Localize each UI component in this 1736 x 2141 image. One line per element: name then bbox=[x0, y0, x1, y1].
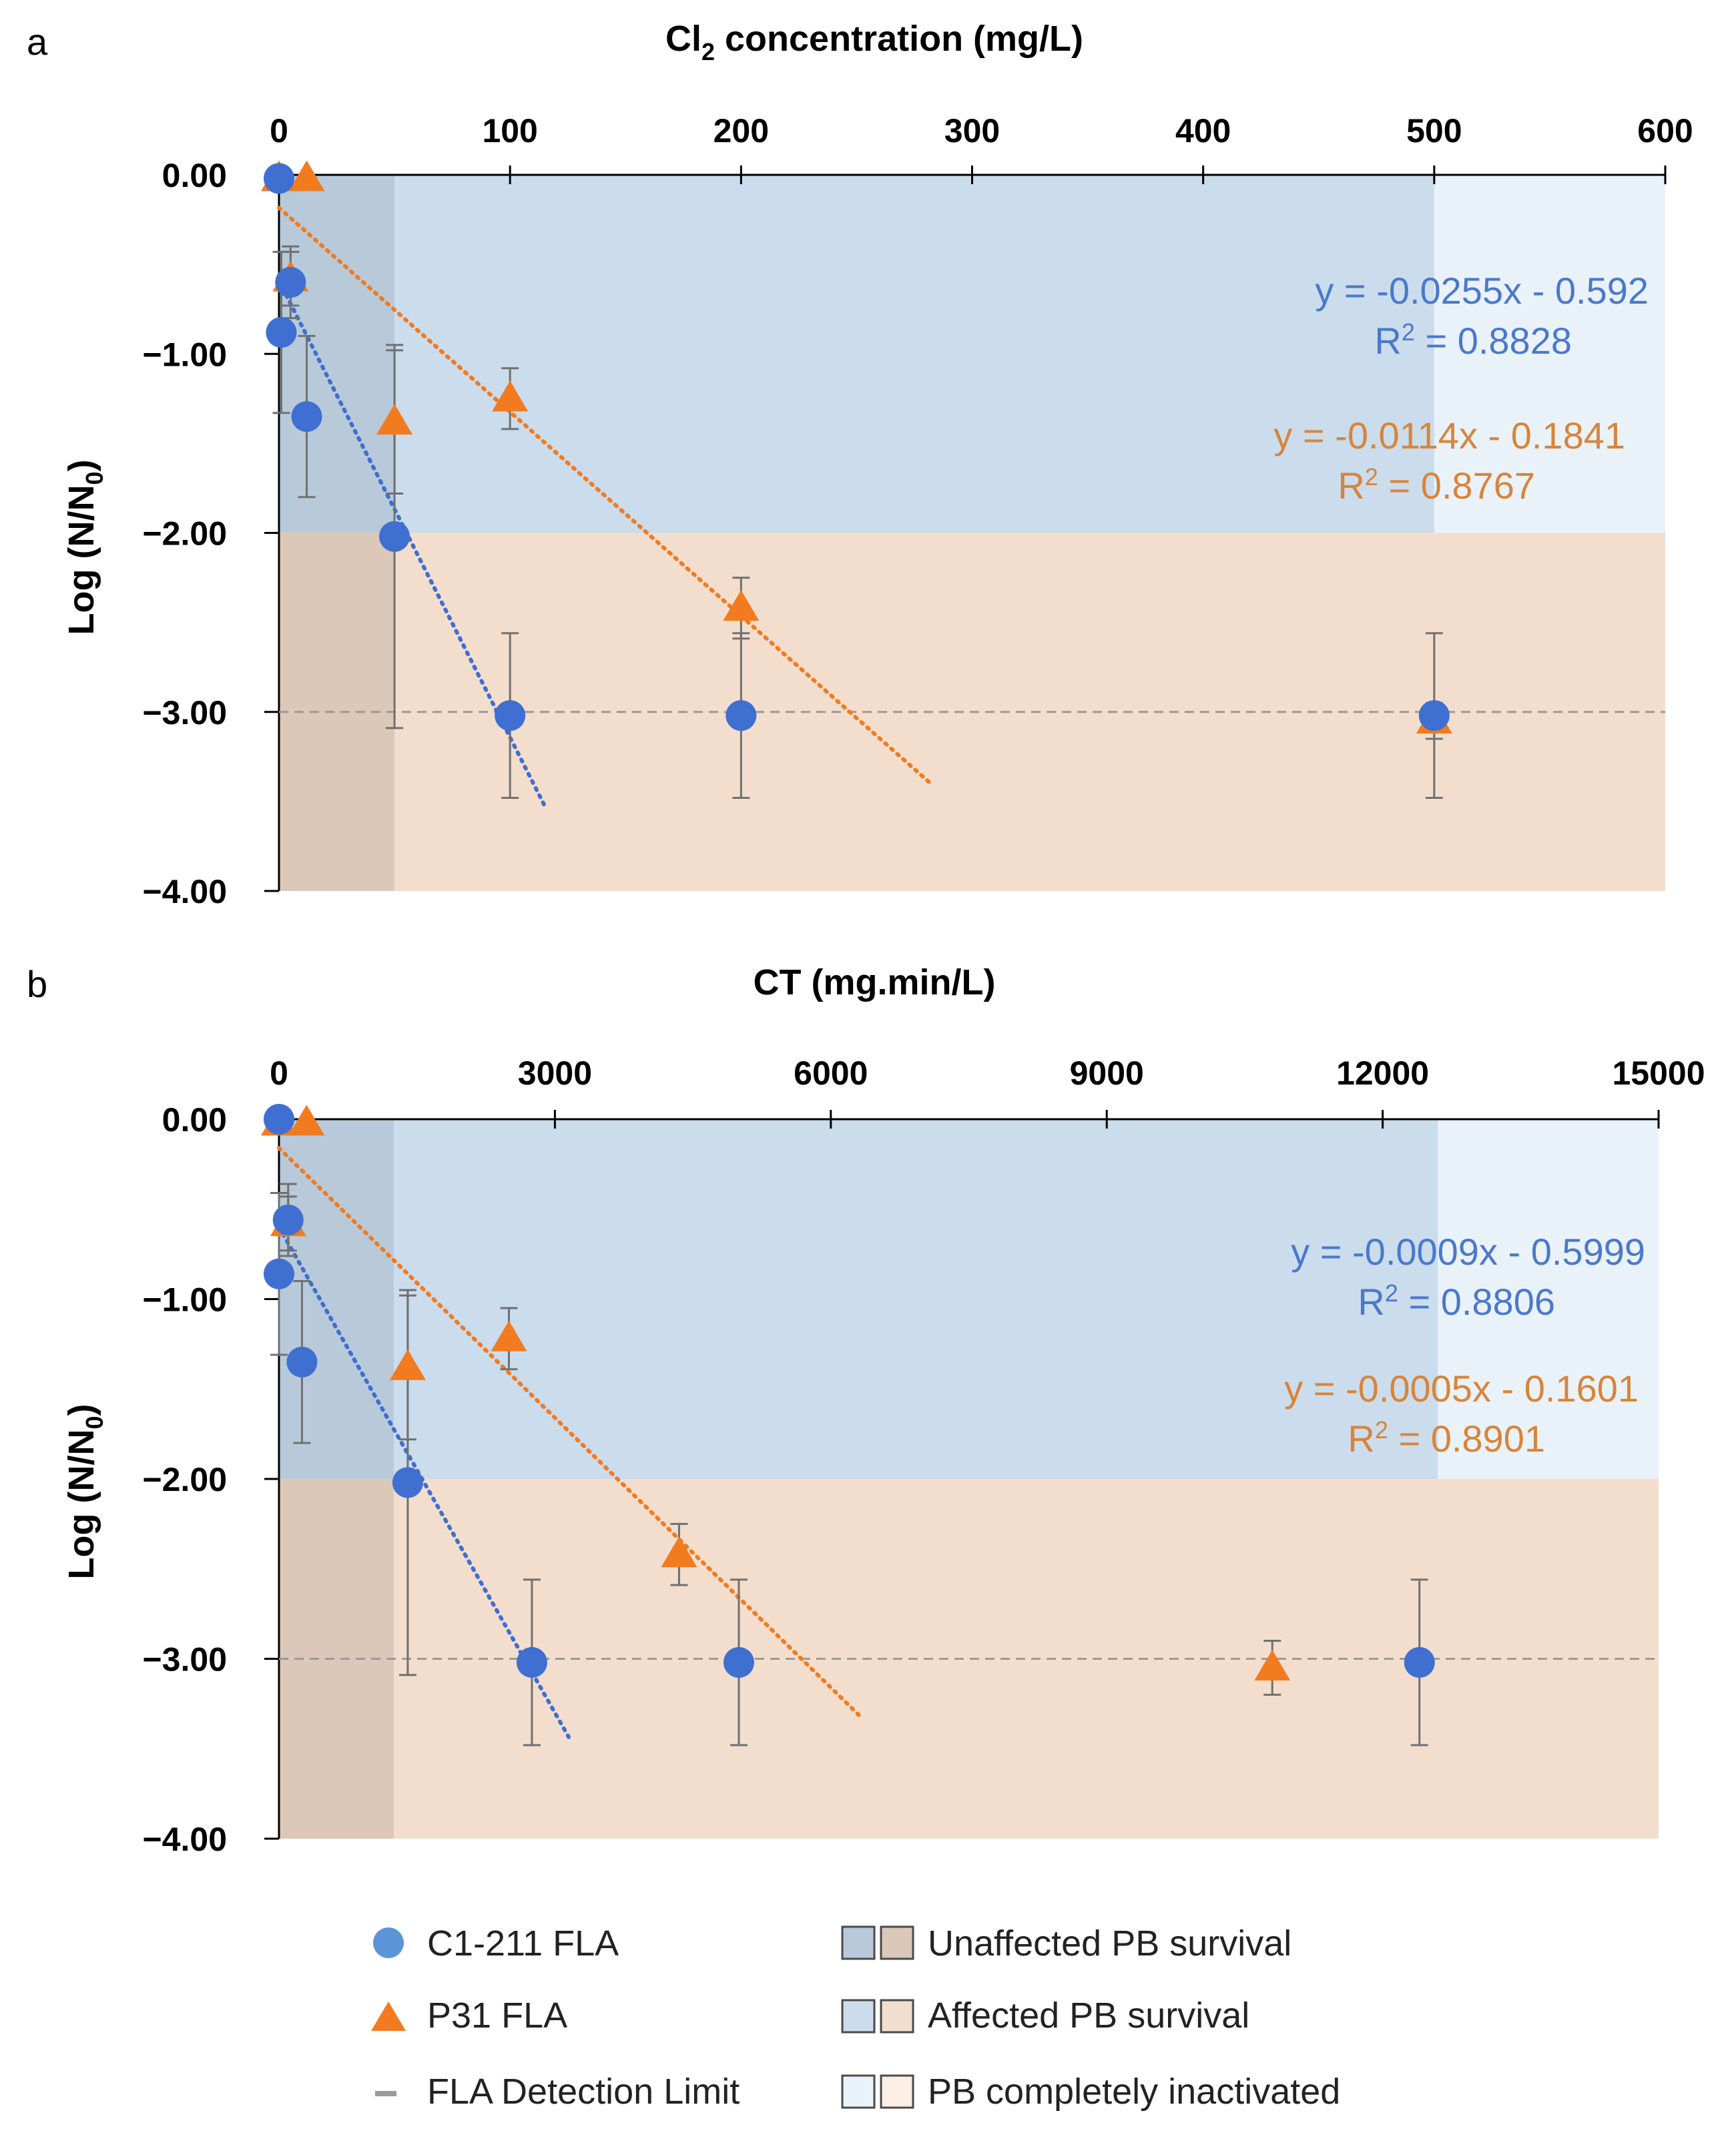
legend-label-complete: PB completely inactivated bbox=[928, 2072, 1340, 2112]
data-point-p31 bbox=[491, 1320, 527, 1351]
y-tick-label: −2.00 bbox=[142, 515, 227, 553]
equation-orange-a: y = -0.0114x - 0.1841 bbox=[1273, 414, 1625, 456]
x-tick-label: 500 bbox=[1406, 112, 1462, 149]
data-point-c1-211 bbox=[516, 1646, 547, 1678]
y-tick-label: −4.00 bbox=[142, 1821, 227, 1858]
data-point-c1-211 bbox=[392, 1467, 423, 1498]
panel-b: b CT (mg.min/L) Log (N/N0) 0 3000 6000 9000… bbox=[27, 962, 1705, 1858]
y-tick-label: −3.00 bbox=[142, 1641, 227, 1678]
data-point-p31 bbox=[389, 1349, 426, 1380]
r2-orange-a: R2 = 0.8767 bbox=[1338, 463, 1535, 507]
y-tick-label: −1.00 bbox=[142, 1281, 227, 1319]
zones-b bbox=[279, 1119, 1659, 1839]
data-point-c1-211 bbox=[264, 163, 294, 194]
legend-swatch-complete-orange bbox=[880, 2074, 914, 2109]
y-axis-title-a: Log (N/N0) bbox=[61, 460, 108, 635]
r2-blue-b: R2 = 0.8806 bbox=[1358, 1279, 1555, 1323]
fit-line-c1-211 bbox=[277, 1225, 571, 1739]
legend-label-affected: Affected PB survival bbox=[928, 1996, 1249, 2036]
legend-marker-dash bbox=[375, 2091, 396, 2096]
data-point-p31 bbox=[661, 1536, 697, 1568]
x-tick-label: 6000 bbox=[794, 1054, 868, 1092]
y-tick-label: −2.00 bbox=[142, 1461, 227, 1498]
y-tick-label: −1.00 bbox=[142, 336, 227, 373]
legend-label-detection: FLA Detection Limit bbox=[427, 2072, 740, 2112]
markers-a bbox=[261, 160, 1452, 734]
x-tick-label: 600 bbox=[1637, 112, 1693, 149]
zone-affected-orange bbox=[394, 533, 1666, 891]
x-tick-label: 9000 bbox=[1070, 1054, 1144, 1092]
y-tick-label: 0.00 bbox=[162, 1101, 227, 1139]
x-tick-label: 400 bbox=[1175, 112, 1231, 149]
panel-letter-a: a bbox=[27, 21, 48, 63]
data-point-p31 bbox=[1254, 1649, 1291, 1680]
fit-line-p31 bbox=[277, 206, 935, 788]
zone-unaffected-blue bbox=[279, 175, 395, 533]
zone-unaffected-blue bbox=[279, 1119, 394, 1479]
y-axis-title-b: Log (N/N0) bbox=[61, 1404, 108, 1580]
data-point-c1-211 bbox=[272, 1204, 304, 1235]
legend-swatch-affected-orange bbox=[880, 1999, 914, 2034]
r2-orange-b: R2 = 0.8901 bbox=[1348, 1416, 1545, 1460]
data-point-p31 bbox=[376, 404, 413, 435]
legend-marker-circle bbox=[373, 1927, 404, 1958]
x-tick-label: 0 bbox=[270, 1054, 288, 1092]
panel-a: a Cl2 concentration (mg/L) Log (N/N0) 0 1… bbox=[27, 19, 1693, 910]
zone-complete-blue bbox=[1434, 175, 1665, 533]
axes-a: 0 100 200 300 400 500 600 0.00 −1.00 −2.00 −3.00 −4… bbox=[142, 112, 1693, 910]
data-point-c1-211 bbox=[726, 700, 757, 731]
x-tick-label: 15000 bbox=[1612, 1054, 1705, 1092]
axes-b: 0 3000 6000 9000 12000 15000 0.00 −1.00 −2.00 −3.… bbox=[142, 1054, 1705, 1858]
data-point-c1-211 bbox=[1418, 700, 1450, 731]
legend-label-unaffected: Unaffected PB survival bbox=[928, 1923, 1291, 1963]
data-point-c1-211 bbox=[1404, 1646, 1435, 1678]
legend-swatch-affected-blue bbox=[841, 1999, 876, 2034]
legend-swatch-unaffected-blue bbox=[841, 1925, 876, 1960]
equation-blue-b: y = -0.0009x - 0.5999 bbox=[1291, 1231, 1645, 1273]
data-point-c1-211 bbox=[291, 401, 322, 432]
data-point-p31 bbox=[288, 1105, 325, 1136]
data-point-p31 bbox=[288, 160, 325, 192]
data-point-c1-211 bbox=[266, 317, 297, 348]
x-tick-label: 300 bbox=[944, 112, 1000, 149]
zone-complete-blue bbox=[1438, 1119, 1659, 1479]
x-tick-label: 3000 bbox=[518, 1054, 592, 1092]
r2-blue-a: R2 = 0.8828 bbox=[1374, 318, 1572, 362]
legend-swatch-complete-blue bbox=[841, 2074, 876, 2109]
x-tick-label: 0 bbox=[270, 112, 288, 149]
x-axis-title-b: CT (mg.min/L) bbox=[754, 962, 996, 1002]
fit-line-p31 bbox=[277, 1146, 866, 1721]
y-tick-label: −3.00 bbox=[142, 694, 227, 731]
data-point-c1-211 bbox=[724, 1646, 754, 1678]
data-point-c1-211 bbox=[264, 1104, 294, 1135]
y-tick-label: 0.00 bbox=[162, 157, 227, 194]
legend-label-series2: P31 FLA bbox=[427, 1996, 567, 2036]
legend: C1-211 FLA P31 FLA FLA Detection Limit U… bbox=[371, 1923, 1340, 2112]
x-tick-label: 200 bbox=[713, 112, 769, 149]
equation-blue-a: y = -0.0255x - 0.592 bbox=[1315, 270, 1649, 312]
legend-swatch-unaffected-orange bbox=[880, 1925, 914, 1960]
y-tick-label: −4.00 bbox=[142, 873, 227, 910]
equation-orange-b: y = -0.0005x - 0.1601 bbox=[1284, 1367, 1639, 1410]
data-point-c1-211 bbox=[495, 700, 526, 731]
data-point-p31 bbox=[492, 380, 529, 412]
legend-marker-triangle bbox=[371, 2002, 406, 2031]
x-axis-title-a: Cl2 concentration (mg/L) bbox=[665, 19, 1083, 65]
data-point-c1-211 bbox=[286, 1346, 318, 1378]
x-tick-label: 12000 bbox=[1336, 1054, 1429, 1092]
data-point-p31 bbox=[723, 590, 760, 621]
data-point-c1-211 bbox=[379, 521, 410, 552]
legend-label-series1: C1-211 FLA bbox=[427, 1923, 619, 1963]
x-tick-label: 100 bbox=[482, 112, 537, 149]
panel-letter-b: b bbox=[27, 963, 47, 1005]
data-point-c1-211 bbox=[275, 266, 306, 298]
markers-b bbox=[261, 1104, 1435, 1680]
data-point-c1-211 bbox=[264, 1258, 294, 1289]
zone-affected-blue bbox=[394, 175, 1434, 533]
fits-b bbox=[277, 1146, 866, 1739]
zone-affected-blue bbox=[394, 1119, 1438, 1479]
